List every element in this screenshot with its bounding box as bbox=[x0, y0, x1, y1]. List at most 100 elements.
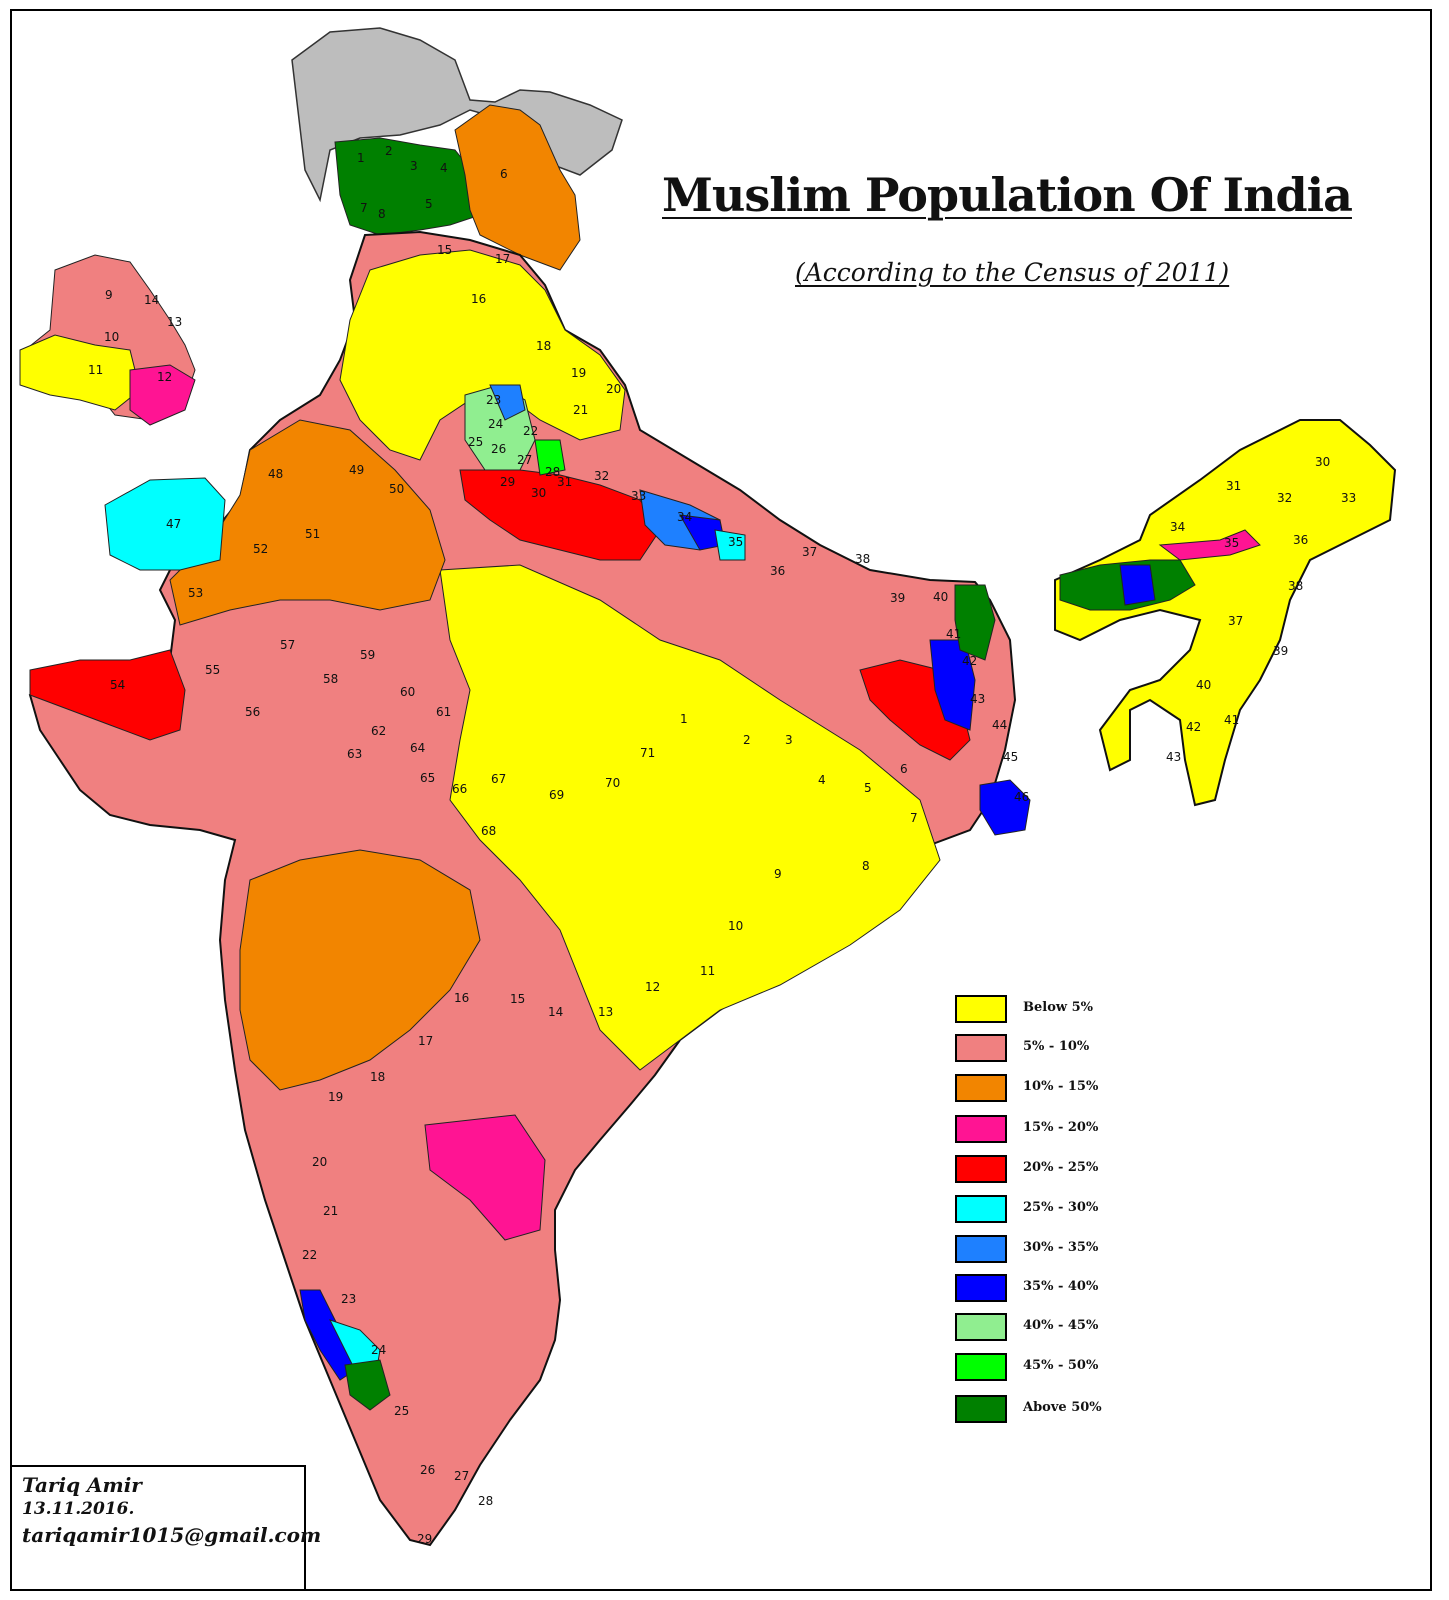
legend-label: 30% - 35% bbox=[1023, 1240, 1099, 1255]
district-number-label: 37 bbox=[1228, 614, 1243, 628]
legend-swatch bbox=[955, 1395, 1007, 1423]
region-kerala-green bbox=[344, 1359, 391, 1411]
district-number-label: 36 bbox=[770, 564, 785, 578]
district-number-label: 71 bbox=[640, 746, 655, 760]
district-number-label: 16 bbox=[454, 991, 469, 1005]
legend-swatch bbox=[955, 1274, 1007, 1302]
district-number-label: 23 bbox=[341, 1292, 356, 1306]
map-subtitle: (According to the Census of 2011) bbox=[795, 258, 1230, 287]
district-number-label: 9 bbox=[774, 867, 782, 881]
legend-swatch bbox=[955, 1155, 1007, 1183]
district-number-label: 31 bbox=[557, 475, 572, 489]
region-kutch-red bbox=[29, 649, 186, 741]
district-number-label: 67 bbox=[491, 772, 506, 786]
district-number-label: 21 bbox=[323, 1204, 338, 1218]
district-number-label: 66 bbox=[452, 782, 467, 796]
district-number-label: 68 bbox=[481, 824, 496, 838]
district-number-label: 43 bbox=[970, 692, 985, 706]
region-wup-blue bbox=[489, 384, 526, 421]
region-telangana-pink bbox=[424, 1114, 546, 1241]
district-number-label: 16 bbox=[471, 292, 486, 306]
district-number-label: 24 bbox=[371, 1343, 386, 1357]
district-number-label: 25 bbox=[468, 435, 483, 449]
district-number-label: 40 bbox=[1196, 678, 1211, 692]
legend-item: 30% - 35% bbox=[955, 1235, 1155, 1265]
district-number-label: 5 bbox=[864, 781, 872, 795]
district-number-label: 26 bbox=[420, 1463, 435, 1477]
legend-item: 15% - 20% bbox=[955, 1115, 1155, 1145]
region-wup-green bbox=[534, 439, 566, 476]
district-number-label: 22 bbox=[523, 424, 538, 438]
district-number-label: 60 bbox=[400, 685, 415, 699]
district-number-label: 56 bbox=[245, 705, 260, 719]
region-deccan-orange bbox=[239, 849, 481, 1091]
district-number-label: 18 bbox=[536, 339, 551, 353]
district-number-label: 10 bbox=[728, 919, 743, 933]
district-number-label: 41 bbox=[946, 627, 961, 641]
region-central-yellow bbox=[439, 564, 941, 1071]
district-number-label: 19 bbox=[328, 1090, 343, 1104]
district-number-label: 18 bbox=[370, 1070, 385, 1084]
district-number-label: 1 bbox=[357, 151, 365, 165]
district-number-label: 38 bbox=[1288, 579, 1303, 593]
district-number-label: 29 bbox=[500, 475, 515, 489]
district-number-label: 17 bbox=[495, 252, 510, 266]
district-number-label: 57 bbox=[280, 638, 295, 652]
district-number-label: 12 bbox=[645, 980, 660, 994]
legend-item: 25% - 30% bbox=[955, 1195, 1155, 1225]
district-number-label: 12 bbox=[157, 370, 172, 384]
district-number-label: 33 bbox=[631, 489, 646, 503]
legend-item: 5% - 10% bbox=[955, 1034, 1155, 1064]
district-number-label: 20 bbox=[312, 1155, 327, 1169]
district-number-label: 34 bbox=[677, 510, 692, 524]
district-number-label: 36 bbox=[1293, 533, 1308, 547]
district-number-label: 30 bbox=[531, 486, 546, 500]
district-number-label: 70 bbox=[605, 776, 620, 790]
legend-swatch bbox=[955, 995, 1007, 1023]
legend-item: 35% - 40% bbox=[955, 1274, 1155, 1304]
district-number-label: 39 bbox=[890, 591, 905, 605]
district-number-label: 54 bbox=[110, 678, 125, 692]
legend-item: 40% - 45% bbox=[955, 1313, 1155, 1343]
district-number-label: 9 bbox=[105, 288, 113, 302]
district-number-label: 17 bbox=[418, 1034, 433, 1048]
district-number-label: 1 bbox=[680, 712, 688, 726]
district-number-label: 45 bbox=[1003, 750, 1018, 764]
district-number-label: 39 bbox=[1273, 644, 1288, 658]
district-number-label: 42 bbox=[962, 654, 977, 668]
district-number-label: 32 bbox=[594, 469, 609, 483]
district-number-label: 52 bbox=[253, 542, 268, 556]
district-number-label: 4 bbox=[818, 773, 826, 787]
district-number-label: 28 bbox=[478, 1494, 493, 1508]
district-number-label: 32 bbox=[1277, 491, 1292, 505]
district-number-label: 23 bbox=[486, 393, 501, 407]
delhi-inset-yellow bbox=[19, 334, 141, 411]
legend-swatch bbox=[955, 1235, 1007, 1263]
district-number-label: 31 bbox=[1226, 479, 1241, 493]
district-number-label: 13 bbox=[598, 1005, 613, 1019]
legend-label: 5% - 10% bbox=[1023, 1039, 1090, 1054]
district-number-label: 4 bbox=[440, 161, 448, 175]
district-number-label: 35 bbox=[728, 535, 743, 549]
district-number-label: 42 bbox=[1186, 720, 1201, 734]
district-number-label: 50 bbox=[389, 482, 404, 496]
region-bengal-green bbox=[954, 584, 996, 661]
district-number-label: 11 bbox=[88, 363, 103, 377]
legend-swatch bbox=[955, 1074, 1007, 1102]
district-number-label: 30 bbox=[1315, 455, 1330, 469]
map-title: Muslim Population Of India bbox=[662, 168, 1353, 222]
district-number-label: 65 bbox=[420, 771, 435, 785]
author-email: tariqamir1015@gmail.com bbox=[22, 1523, 322, 1547]
legend-item: 20% - 25% bbox=[955, 1155, 1155, 1185]
district-number-label: 27 bbox=[454, 1469, 469, 1483]
district-number-label: 21 bbox=[573, 403, 588, 417]
district-number-label: 55 bbox=[205, 663, 220, 677]
legend-item: 10% - 15% bbox=[955, 1074, 1155, 1104]
region-assam-blue bbox=[1119, 564, 1156, 606]
legend-item: Below 5% bbox=[955, 995, 1155, 1025]
district-number-label: 29 bbox=[417, 1532, 432, 1546]
district-number-label: 63 bbox=[347, 747, 362, 761]
legend-label: 20% - 25% bbox=[1023, 1160, 1099, 1175]
district-number-label: 15 bbox=[510, 992, 525, 1006]
region-northeast-yellow bbox=[1054, 419, 1397, 807]
